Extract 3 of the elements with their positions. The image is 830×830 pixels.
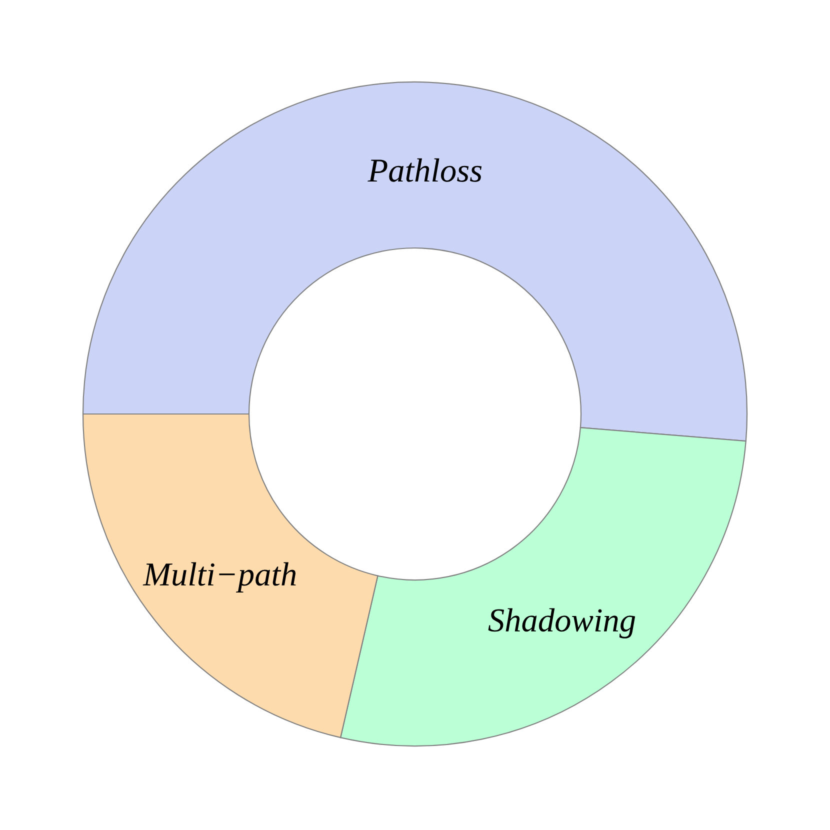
slice-label: Shadowing bbox=[488, 608, 636, 638]
slice-label: Pathloss bbox=[368, 158, 482, 182]
slice-label: Multi−path bbox=[142, 562, 296, 593]
